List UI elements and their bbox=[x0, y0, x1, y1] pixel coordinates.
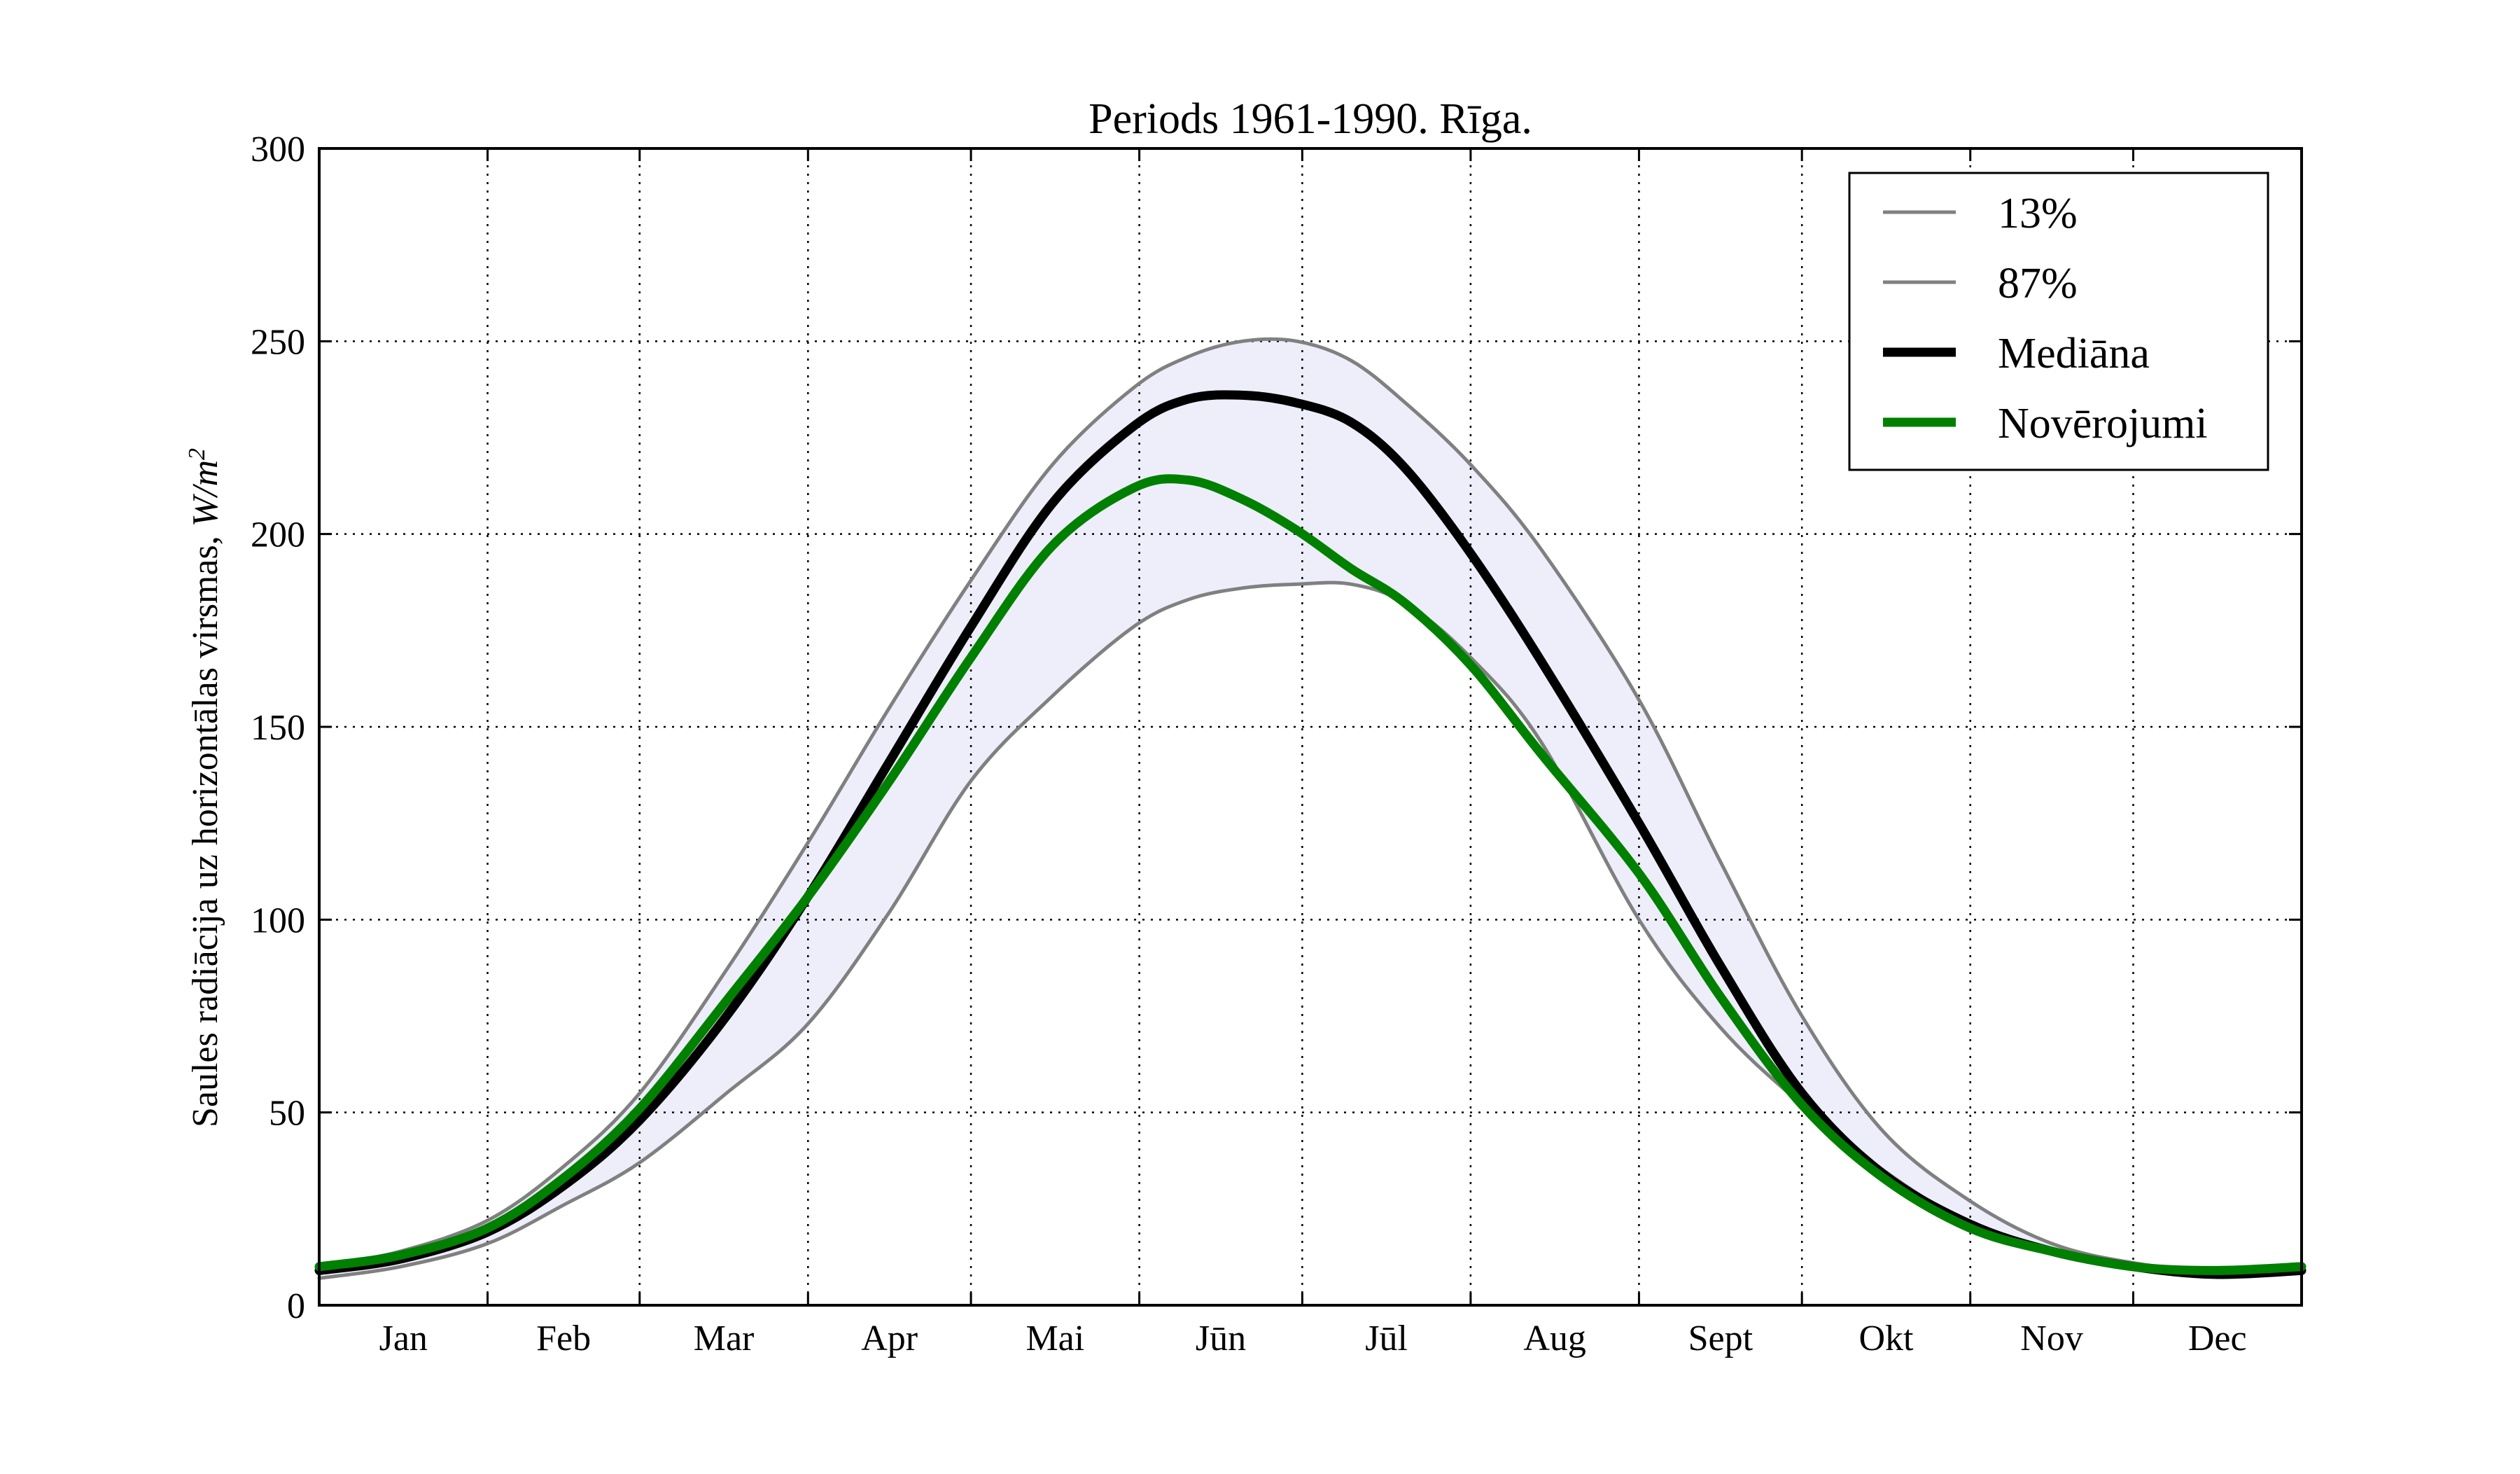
legend: 13% 87% Mediāna Novērojumi bbox=[1848, 172, 2269, 471]
y-tick-label: 150 bbox=[251, 708, 305, 748]
legend-label-3: Novērojumi bbox=[1998, 400, 2208, 447]
x-tick-label: Okt bbox=[1858, 1319, 1914, 1358]
percentile-band bbox=[319, 339, 2302, 1279]
y-tick-label: 50 bbox=[269, 1094, 305, 1134]
y-tick-label: 0 bbox=[287, 1286, 305, 1326]
x-tick-label: Feb bbox=[536, 1319, 591, 1358]
plot-area: 0 50 100 150 200 250 300 Jan Feb Mar Apr Mai Jūn Jūl A… bbox=[251, 130, 2306, 1358]
y-tick-label: 300 bbox=[251, 130, 305, 169]
x-tick-label: Mai bbox=[1026, 1319, 1084, 1358]
y-tick-label: 250 bbox=[251, 322, 305, 362]
x-tick-label: Nov bbox=[2020, 1319, 2083, 1358]
x-tick-label: Aug bbox=[1523, 1319, 1586, 1358]
series-line-0 bbox=[317, 337, 2304, 1273]
y-tick-label: 100 bbox=[251, 901, 305, 940]
legend-label-0: 13% bbox=[1998, 190, 2078, 237]
chart-title: Periods 1961-1990. Rīga. bbox=[1088, 95, 1532, 143]
y-tick-label: 200 bbox=[251, 515, 305, 555]
y-axis-label: Saules radiācija uz horizontālas virsmas… bbox=[184, 448, 226, 1127]
y-axis-label-main: Saules radiācija uz horizontālas virsmas… bbox=[186, 527, 225, 1127]
x-tick-label: Mar bbox=[694, 1319, 755, 1358]
x-tick-label: Sept bbox=[1688, 1319, 1754, 1358]
legend-label-2: Mediāna bbox=[1998, 330, 2150, 377]
legend-label-1: 87% bbox=[1998, 260, 2078, 307]
x-tick-label: Jūl bbox=[1365, 1319, 1408, 1358]
x-tick-label: Dec bbox=[2188, 1319, 2247, 1358]
x-tick-label: Apr bbox=[861, 1319, 918, 1358]
x-tick-label: Jūn bbox=[1196, 1319, 1246, 1358]
series-line-3 bbox=[314, 474, 2306, 1275]
x-tick-label: Jan bbox=[379, 1319, 428, 1358]
y-axis-label-exponent: 2 bbox=[184, 448, 210, 460]
y-axis-label-unit: W/m bbox=[186, 460, 225, 527]
